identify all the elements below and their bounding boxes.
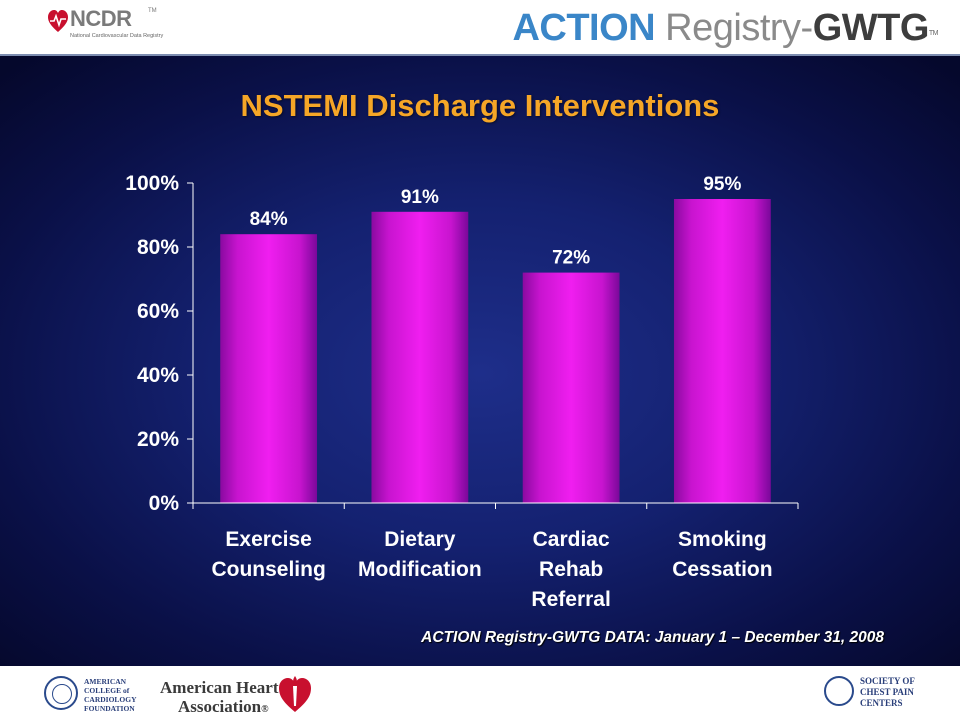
acc-name: AMERICAN COLLEGE of CARDIOLOGY FOUNDATIO… xyxy=(84,677,137,713)
action-word: ACTION xyxy=(512,7,656,49)
action-trademark: TM xyxy=(928,30,939,37)
bar-4 xyxy=(673,199,771,503)
logo-separator: - xyxy=(800,7,814,49)
data-label-4: 95% xyxy=(703,174,741,195)
y-tick-label-3: 60% xyxy=(137,300,179,323)
aha-name-line2: Association xyxy=(178,697,262,716)
scpc-logo: SOCIETY OF CHEST PAIN CENTERS xyxy=(824,676,934,716)
footer xyxy=(0,666,960,720)
slide-background xyxy=(0,56,960,666)
category-label-3-line-3: Referral xyxy=(531,588,610,611)
category-label-1-line-2: Counseling xyxy=(211,558,325,581)
data-label-3: 72% xyxy=(552,248,590,269)
aha-registered: ® xyxy=(261,704,269,715)
acc-foundation-logo: AMERICAN COLLEGE of CARDIOLOGY FOUNDATIO… xyxy=(44,676,154,716)
ncdr-name: NCDR xyxy=(70,6,132,31)
bar-2 xyxy=(371,211,469,504)
bars-layer xyxy=(220,199,771,504)
y-tick-label-1: 20% xyxy=(137,428,179,451)
gwtg-word: GWTG xyxy=(812,7,930,49)
ncdr-trademark: TM xyxy=(148,8,157,14)
y-tick-label-2: 40% xyxy=(137,364,179,387)
ncdr-heart-icon xyxy=(48,10,68,32)
registry-word: Registry xyxy=(655,7,801,49)
scpc-seal-icon xyxy=(824,676,854,706)
category-label-4-line-2: Cessation xyxy=(672,558,772,581)
heart-torch-icon xyxy=(279,676,311,712)
header: NCDR TM National Cardiovascular Data Reg… xyxy=(0,0,960,56)
category-label-2-line-2: Modification xyxy=(358,558,482,581)
header-divider xyxy=(0,54,960,56)
scpc-name: SOCIETY OF CHEST PAIN CENTERS xyxy=(860,676,915,708)
y-tick-label-5: 100% xyxy=(125,172,179,195)
category-label-1-line-1: Exercise xyxy=(225,528,311,551)
bar-1 xyxy=(220,234,318,503)
action-registry-logo: ACTION Registry-GWTGTM xyxy=(512,6,938,50)
aha-logo: American Heart Association® xyxy=(160,672,311,719)
y-tick-label-0: 0% xyxy=(149,492,180,515)
chart-title: NSTEMI Discharge Interventions xyxy=(240,88,720,123)
category-label-3-line-2: Rehab xyxy=(539,558,603,581)
ncdr-subtitle: National Cardiovascular Data Registry xyxy=(70,33,164,39)
aha-name-line1: American Heart xyxy=(160,678,279,697)
category-label-2-line-1: Dietary xyxy=(384,528,456,551)
category-label-4-line-1: Smoking xyxy=(678,528,767,551)
ncdr-logo: NCDR TM National Cardiovascular Data Reg… xyxy=(48,6,176,46)
aha-name: American Heart Association® xyxy=(160,678,278,719)
data-label-1: 84% xyxy=(250,209,288,230)
bar-3 xyxy=(522,272,620,503)
labels-layer: 84% 91% 72% 95% 0% 20% 40% 60% 80% 100% Exercise Co… xyxy=(125,172,772,611)
axes-layer xyxy=(187,182,799,509)
data-footnote: ACTION Registry-GWTG DATA: January 1 – D… xyxy=(421,629,884,646)
y-tick-label-4: 80% xyxy=(137,236,179,259)
acc-seal-icon xyxy=(44,676,78,710)
bar-chart: 84% 91% 72% 95% 0% 20% 40% 60% 80% 100% Exercise Co… xyxy=(125,172,799,611)
data-label-2: 91% xyxy=(401,187,439,208)
category-label-3-line-1: Cardiac xyxy=(533,528,610,551)
